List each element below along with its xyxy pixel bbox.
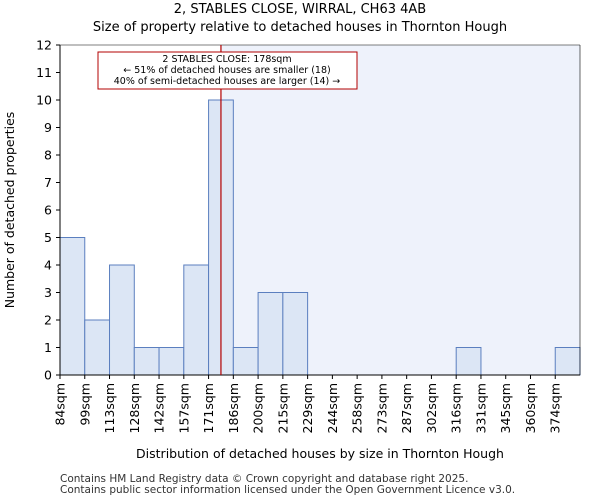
y-tick-label: 6: [44, 203, 52, 218]
y-tick-label: 8: [44, 148, 52, 163]
bar: [183, 264, 210, 376]
x-tick-label: 331sqm: [473, 383, 488, 433]
x-tick-label: 229sqm: [300, 383, 315, 433]
bar: [455, 347, 482, 376]
y-tick-label: 7: [44, 175, 52, 190]
x-tick-label: 244sqm: [325, 383, 340, 433]
bar: [554, 347, 581, 376]
x-tick-label: 258sqm: [350, 383, 365, 433]
x-tick-label: 374sqm: [548, 383, 563, 433]
y-tick-label: 10: [36, 93, 52, 108]
y-tick-label: 3: [44, 285, 52, 300]
y-tick-label: 9: [44, 120, 52, 135]
y-tick-label: 12: [36, 38, 52, 53]
x-tick-label: 128sqm: [127, 383, 142, 433]
x-tick-label: 200sqm: [251, 383, 266, 433]
bar: [282, 292, 309, 376]
x-axis-title: Distribution of detached houses by size …: [136, 446, 504, 461]
x-tick-label: 345sqm: [498, 383, 513, 433]
x-tick-label: 287sqm: [399, 383, 414, 433]
chart-subtitle: Size of property relative to detached ho…: [92, 20, 508, 35]
x-tick-label: 316sqm: [449, 383, 464, 433]
x-tick-label: 113sqm: [102, 383, 117, 433]
x-tick-label: 142sqm: [152, 383, 167, 433]
x-tick-label: 84sqm: [53, 383, 68, 426]
bar: [257, 292, 284, 376]
y-tick-label: 1: [44, 340, 52, 355]
bar: [84, 319, 111, 376]
bar: [109, 264, 135, 376]
y-tick-label: 2: [44, 313, 52, 328]
x-tick-label: 273sqm: [374, 383, 389, 433]
annotation-box: [97, 51, 358, 90]
bar: [158, 347, 185, 376]
x-tick-label: 215sqm: [275, 383, 290, 433]
y-tick-label: 11: [36, 65, 52, 80]
x-tick-label: 360sqm: [523, 383, 538, 433]
footer-copyright: Contains HM Land Registry data © Crown c…: [60, 473, 469, 485]
x-tick-label: 157sqm: [176, 383, 191, 433]
bar: [232, 347, 259, 376]
y-tick-label: 4: [44, 258, 52, 273]
chart-title: 2, STABLES CLOSE, WIRRAL, CH63 4AB: [173, 2, 427, 17]
y-axis-title: Number of detached properties: [2, 112, 17, 309]
annotation-line-1: 2 STABLES CLOSE: 178sqm: [162, 54, 291, 65]
annotation-line-3: 40% of semi-detached houses are larger (…: [114, 76, 341, 87]
bar: [133, 347, 160, 376]
x-tick-label: 99sqm: [77, 383, 92, 426]
annotation-line-2: ← 51% of detached houses are smaller (18…: [123, 65, 330, 76]
x-tick-label: 171sqm: [201, 383, 216, 433]
x-tick-label: 302sqm: [424, 383, 439, 433]
bar: [59, 237, 86, 376]
x-tick-label: 186sqm: [226, 383, 241, 433]
footer-licence: Contains public sector information licen…: [60, 484, 516, 496]
y-tick-label: 0: [44, 368, 52, 383]
y-tick-label: 5: [44, 230, 52, 245]
